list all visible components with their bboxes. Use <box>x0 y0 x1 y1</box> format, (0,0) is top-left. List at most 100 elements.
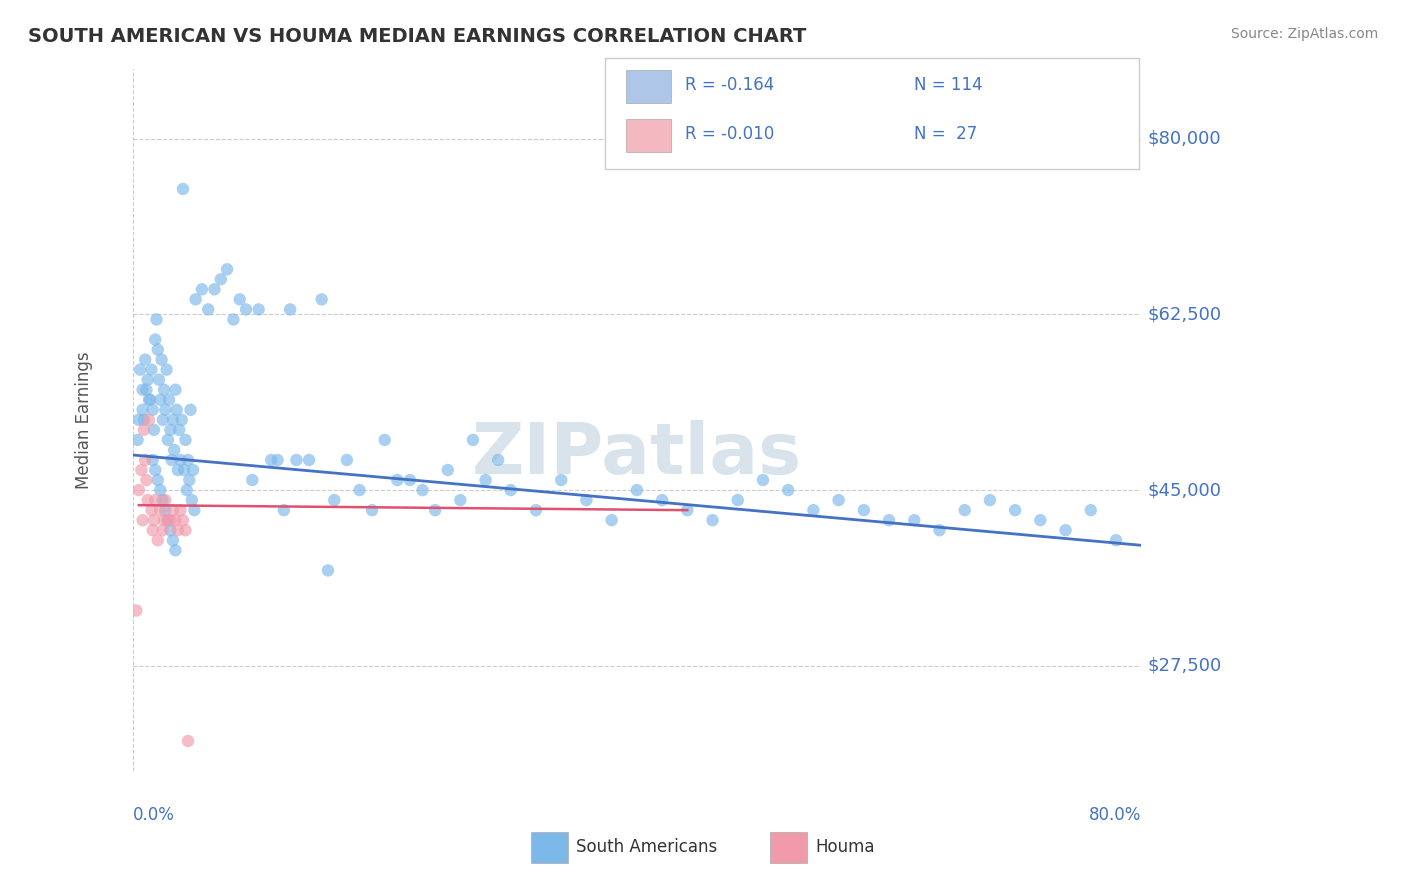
Point <box>336 453 359 467</box>
Point <box>499 483 522 497</box>
Point <box>167 463 190 477</box>
Point <box>129 362 152 376</box>
Point <box>156 433 179 447</box>
Point <box>131 402 153 417</box>
Point <box>903 513 925 527</box>
Point <box>311 293 333 307</box>
Point <box>278 302 301 317</box>
Text: SOUTH AMERICAN VS HOUMA MEDIAN EARNINGS CORRELATION CHART: SOUTH AMERICAN VS HOUMA MEDIAN EARNINGS … <box>28 27 807 45</box>
Point <box>132 423 155 437</box>
Point <box>135 473 157 487</box>
Point <box>149 483 172 497</box>
Point <box>600 513 623 527</box>
Point <box>260 453 283 467</box>
Point <box>1105 533 1128 548</box>
Point <box>128 483 150 497</box>
Point <box>461 433 484 447</box>
Point <box>134 453 156 467</box>
Point <box>752 473 775 487</box>
Point <box>142 453 165 467</box>
Point <box>222 312 245 326</box>
Point <box>152 493 174 508</box>
Point <box>146 533 169 548</box>
Point <box>803 503 825 517</box>
Point <box>170 413 193 427</box>
Point <box>953 503 976 517</box>
Point <box>209 272 232 286</box>
Point <box>167 523 190 537</box>
Point <box>727 493 749 508</box>
Text: Median Earnings: Median Earnings <box>75 351 93 489</box>
Point <box>149 503 172 517</box>
Point <box>143 463 166 477</box>
Point <box>176 483 198 497</box>
Point <box>173 463 195 477</box>
Point <box>163 442 186 457</box>
Point <box>575 493 598 508</box>
Point <box>191 282 214 296</box>
Point <box>167 423 190 437</box>
Point <box>412 483 434 497</box>
Point <box>702 513 724 527</box>
Point <box>550 473 572 487</box>
Point <box>169 503 191 517</box>
Point <box>247 302 270 317</box>
Point <box>125 603 148 617</box>
Point <box>152 523 174 537</box>
Point <box>156 513 179 527</box>
Point <box>138 413 160 427</box>
Point <box>149 392 172 407</box>
Point <box>197 302 219 317</box>
Point <box>131 513 153 527</box>
Point <box>142 402 165 417</box>
Point <box>155 402 177 417</box>
Point <box>217 262 239 277</box>
Text: Source: ZipAtlas.com: Source: ZipAtlas.com <box>1230 27 1378 41</box>
Point <box>166 402 188 417</box>
Point <box>135 383 157 397</box>
Point <box>155 493 177 508</box>
Point <box>138 392 160 407</box>
Point <box>266 453 288 467</box>
Point <box>778 483 800 497</box>
Text: R = -0.010: R = -0.010 <box>685 125 773 143</box>
Point <box>323 493 346 508</box>
Point <box>162 533 184 548</box>
Point <box>159 523 181 537</box>
Point <box>174 433 197 447</box>
Point <box>131 463 153 477</box>
Point <box>152 413 174 427</box>
Point <box>180 402 202 417</box>
Point <box>374 433 396 447</box>
Text: $80,000: $80,000 <box>1147 129 1222 148</box>
Text: Houma: Houma <box>815 838 875 856</box>
Text: ZIPatlas: ZIPatlas <box>472 420 801 490</box>
Point <box>928 523 950 537</box>
Point <box>361 503 384 517</box>
Text: $45,000: $45,000 <box>1147 481 1222 500</box>
Text: South Americans: South Americans <box>576 838 717 856</box>
Point <box>136 373 159 387</box>
Text: N = 114: N = 114 <box>914 76 983 94</box>
Text: R = -0.164: R = -0.164 <box>685 76 773 94</box>
Point <box>169 453 191 467</box>
Text: N =  27: N = 27 <box>914 125 977 143</box>
Point <box>474 473 496 487</box>
Point <box>877 513 900 527</box>
Point <box>1029 513 1052 527</box>
Point <box>676 503 699 517</box>
Text: 80.0%: 80.0% <box>1088 806 1142 824</box>
Point <box>235 302 257 317</box>
Point <box>148 373 170 387</box>
Point <box>827 493 849 508</box>
Point <box>273 503 295 517</box>
Point <box>165 383 187 397</box>
Point <box>449 493 471 508</box>
Point <box>153 513 176 527</box>
Point <box>183 503 205 517</box>
Point <box>131 383 153 397</box>
Point <box>159 513 181 527</box>
Point <box>524 503 547 517</box>
Point <box>285 453 308 467</box>
Point <box>141 362 163 376</box>
